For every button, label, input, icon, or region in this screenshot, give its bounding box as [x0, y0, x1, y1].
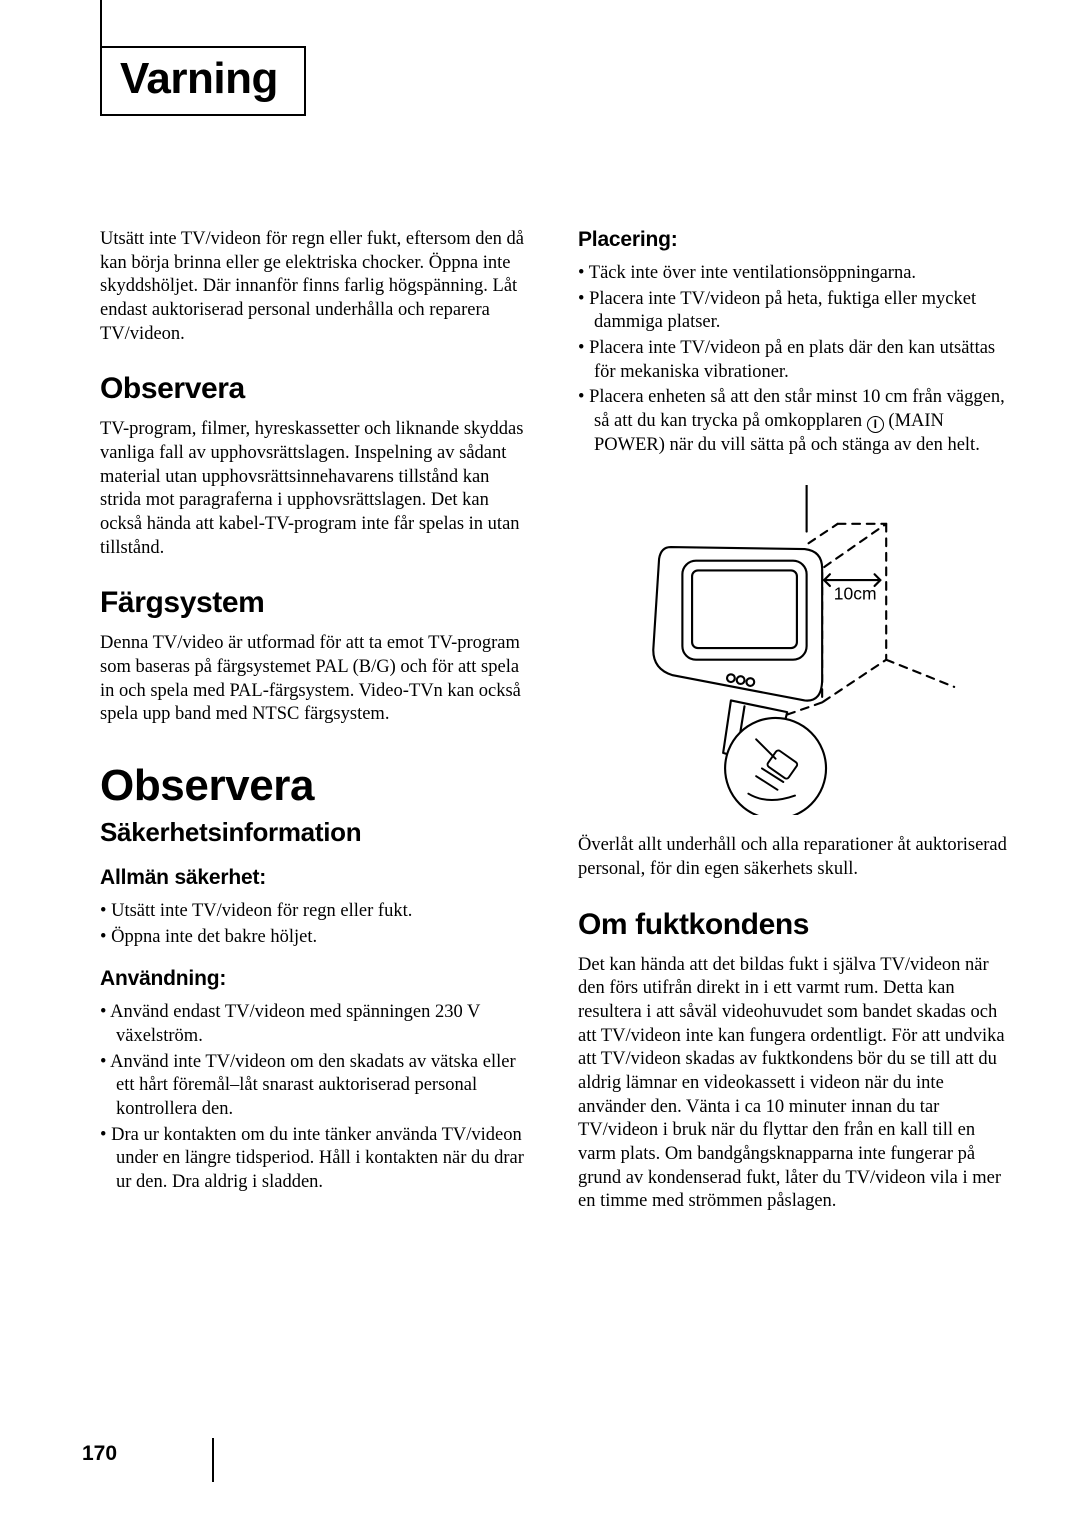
list-item: Placera inte TV/videon på heta, fuktiga … — [578, 288, 1010, 335]
heading-sakerhet: Säkerhetsinformation — [100, 817, 532, 848]
list-item: Placera inte TV/videon på en plats där d… — [578, 337, 1010, 384]
page-number: 170 — [82, 1442, 117, 1465]
list-item: Använd inte TV/videon om den skadats av … — [100, 1051, 532, 1122]
content-columns: Utsätt inte TV/videon för regn eller fuk… — [100, 228, 1010, 1232]
heading-observera-big: Observera — [100, 761, 532, 811]
dimension-label: 10cm — [834, 584, 877, 604]
paragraph-auth: Överlåt allt underhåll och alla reparati… — [578, 834, 1010, 881]
header-rule — [100, 0, 102, 112]
list-item: Använd endast TV/videon med spänningen 2… — [100, 1001, 532, 1048]
list-anvandning: Använd endast TV/videon med spänningen 2… — [100, 1001, 532, 1194]
heading-observera: Observera — [100, 372, 532, 406]
list-placering: Täck inte över inte ventilationsöppninga… — [578, 262, 1010, 457]
list-item: Placera enheten så att den står minst 10… — [578, 386, 1010, 457]
page-rule — [212, 1438, 214, 1482]
list-item: Dra ur kontakten om du inte tänker använ… — [100, 1124, 532, 1195]
paragraph-fuktkondens: Det kan hända att det bildas fukt i själ… — [578, 954, 1010, 1214]
list-item: Utsätt inte TV/videon för regn eller fuk… — [100, 900, 532, 924]
heading-fargsystem: Färgsystem — [100, 586, 532, 620]
power-symbol-icon: I — [867, 416, 884, 433]
left-column: Utsätt inte TV/videon för regn eller fuk… — [100, 228, 532, 1232]
right-column: Placering: Täck inte över inte ventilati… — [578, 228, 1010, 1232]
placement-diagram: 10cm — [578, 485, 1010, 815]
paragraph-fargsystem: Denna TV/video är utformad för att ta em… — [100, 632, 532, 727]
list-item: Täck inte över inte ventilationsöppninga… — [578, 262, 1010, 286]
paragraph-observera: TV-program, filmer, hyreskassetter och l… — [100, 418, 532, 560]
list-item: Öppna inte det bakre höljet. — [100, 926, 532, 950]
heading-allman: Allmän säkerhet: — [100, 866, 532, 890]
page-title: Varning — [120, 54, 278, 104]
list-allman: Utsätt inte TV/videon för regn eller fuk… — [100, 900, 532, 949]
heading-fuktkondens: Om fuktkondens — [578, 908, 1010, 942]
intro-paragraph: Utsätt inte TV/videon för regn eller fuk… — [100, 228, 532, 346]
heading-anvandning: Användning: — [100, 967, 532, 991]
page-number-block: 170 — [82, 1442, 117, 1466]
title-box: Varning — [100, 46, 306, 116]
heading-placering: Placering: — [578, 228, 1010, 252]
